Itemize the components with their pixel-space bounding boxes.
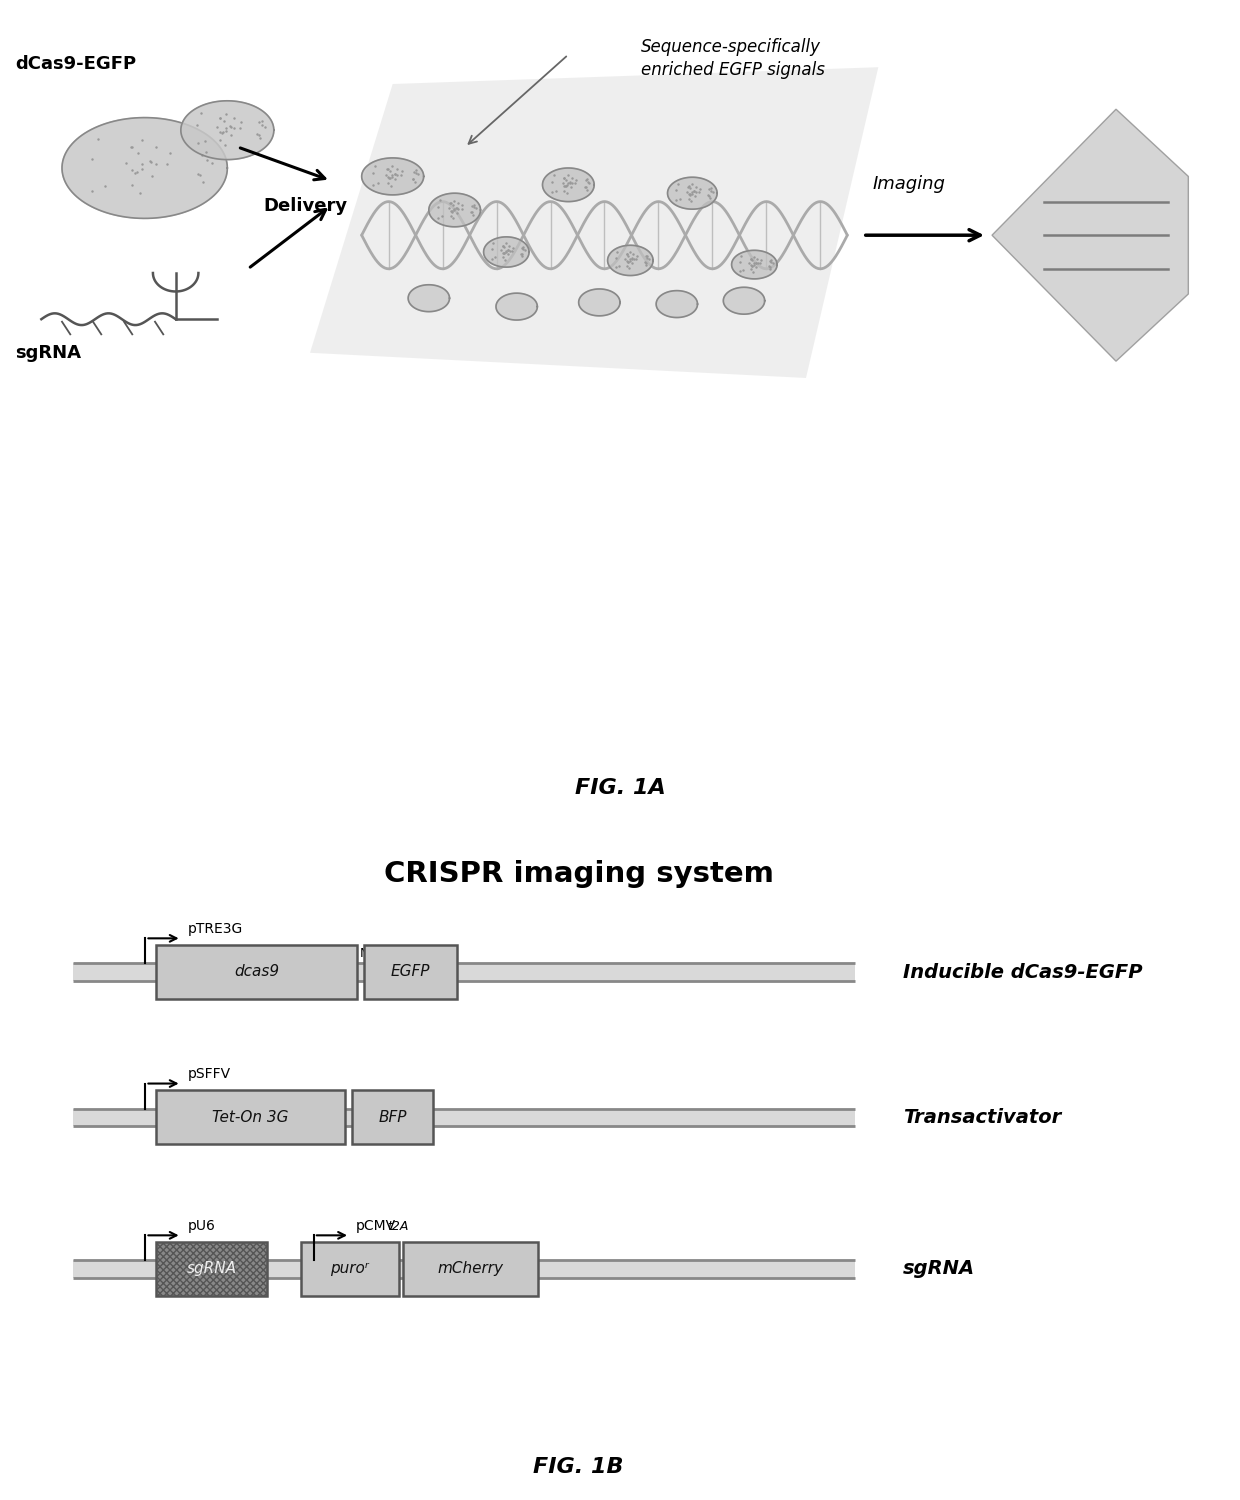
FancyBboxPatch shape xyxy=(352,1090,433,1144)
Text: Delivery: Delivery xyxy=(263,196,347,214)
Text: mCherry: mCherry xyxy=(438,1262,503,1276)
Polygon shape xyxy=(543,168,594,201)
Polygon shape xyxy=(608,246,653,276)
Text: NLS: NLS xyxy=(360,946,384,960)
Text: Tet-On 3G: Tet-On 3G xyxy=(212,1110,289,1125)
Text: puroʳ: puroʳ xyxy=(331,1262,370,1276)
Text: Sequence-specifically
enriched EGFP signals: Sequence-specifically enriched EGFP sign… xyxy=(641,38,825,80)
FancyBboxPatch shape xyxy=(403,1242,538,1296)
Text: Transactivator: Transactivator xyxy=(903,1107,1061,1126)
Polygon shape xyxy=(310,68,878,378)
Text: NLS: NLS xyxy=(170,946,193,960)
Text: pTRE3G: pTRE3G xyxy=(187,921,243,936)
Polygon shape xyxy=(408,285,450,312)
Polygon shape xyxy=(484,237,529,267)
Text: dcas9: dcas9 xyxy=(234,964,279,980)
FancyBboxPatch shape xyxy=(300,1242,399,1296)
Text: sgRNA: sgRNA xyxy=(903,1260,976,1278)
Text: pCMV: pCMV xyxy=(356,1218,396,1233)
FancyBboxPatch shape xyxy=(73,963,856,981)
Text: pU6: pU6 xyxy=(187,1218,216,1233)
Polygon shape xyxy=(62,117,227,219)
Text: dCas9-EGFP: dCas9-EGFP xyxy=(15,54,136,72)
Polygon shape xyxy=(732,251,777,279)
FancyBboxPatch shape xyxy=(365,945,458,999)
Text: FIG. 1A: FIG. 1A xyxy=(574,778,666,798)
Polygon shape xyxy=(992,110,1188,362)
Text: EGFP: EGFP xyxy=(391,964,430,980)
Text: Inducible dCas9-EGFP: Inducible dCas9-EGFP xyxy=(903,963,1143,981)
Text: BFP: BFP xyxy=(378,1110,407,1125)
FancyBboxPatch shape xyxy=(156,945,357,999)
Text: CRISPR imaging system: CRISPR imaging system xyxy=(383,859,774,888)
FancyBboxPatch shape xyxy=(73,1260,856,1278)
Polygon shape xyxy=(181,100,274,159)
Polygon shape xyxy=(429,194,481,226)
Text: FIG. 1B: FIG. 1B xyxy=(533,1456,624,1478)
Polygon shape xyxy=(579,290,620,316)
Polygon shape xyxy=(723,288,765,314)
FancyBboxPatch shape xyxy=(156,1242,267,1296)
Polygon shape xyxy=(667,177,717,209)
FancyBboxPatch shape xyxy=(73,1108,856,1126)
Text: pSFFV: pSFFV xyxy=(187,1066,231,1082)
Text: Imaging: Imaging xyxy=(873,176,946,194)
Text: sgRNA: sgRNA xyxy=(186,1262,237,1276)
Text: t2A: t2A xyxy=(387,1220,409,1233)
Text: sgRNA: sgRNA xyxy=(15,345,82,363)
Polygon shape xyxy=(362,158,424,195)
Polygon shape xyxy=(496,292,537,320)
Polygon shape xyxy=(656,291,697,318)
FancyBboxPatch shape xyxy=(156,1090,345,1144)
